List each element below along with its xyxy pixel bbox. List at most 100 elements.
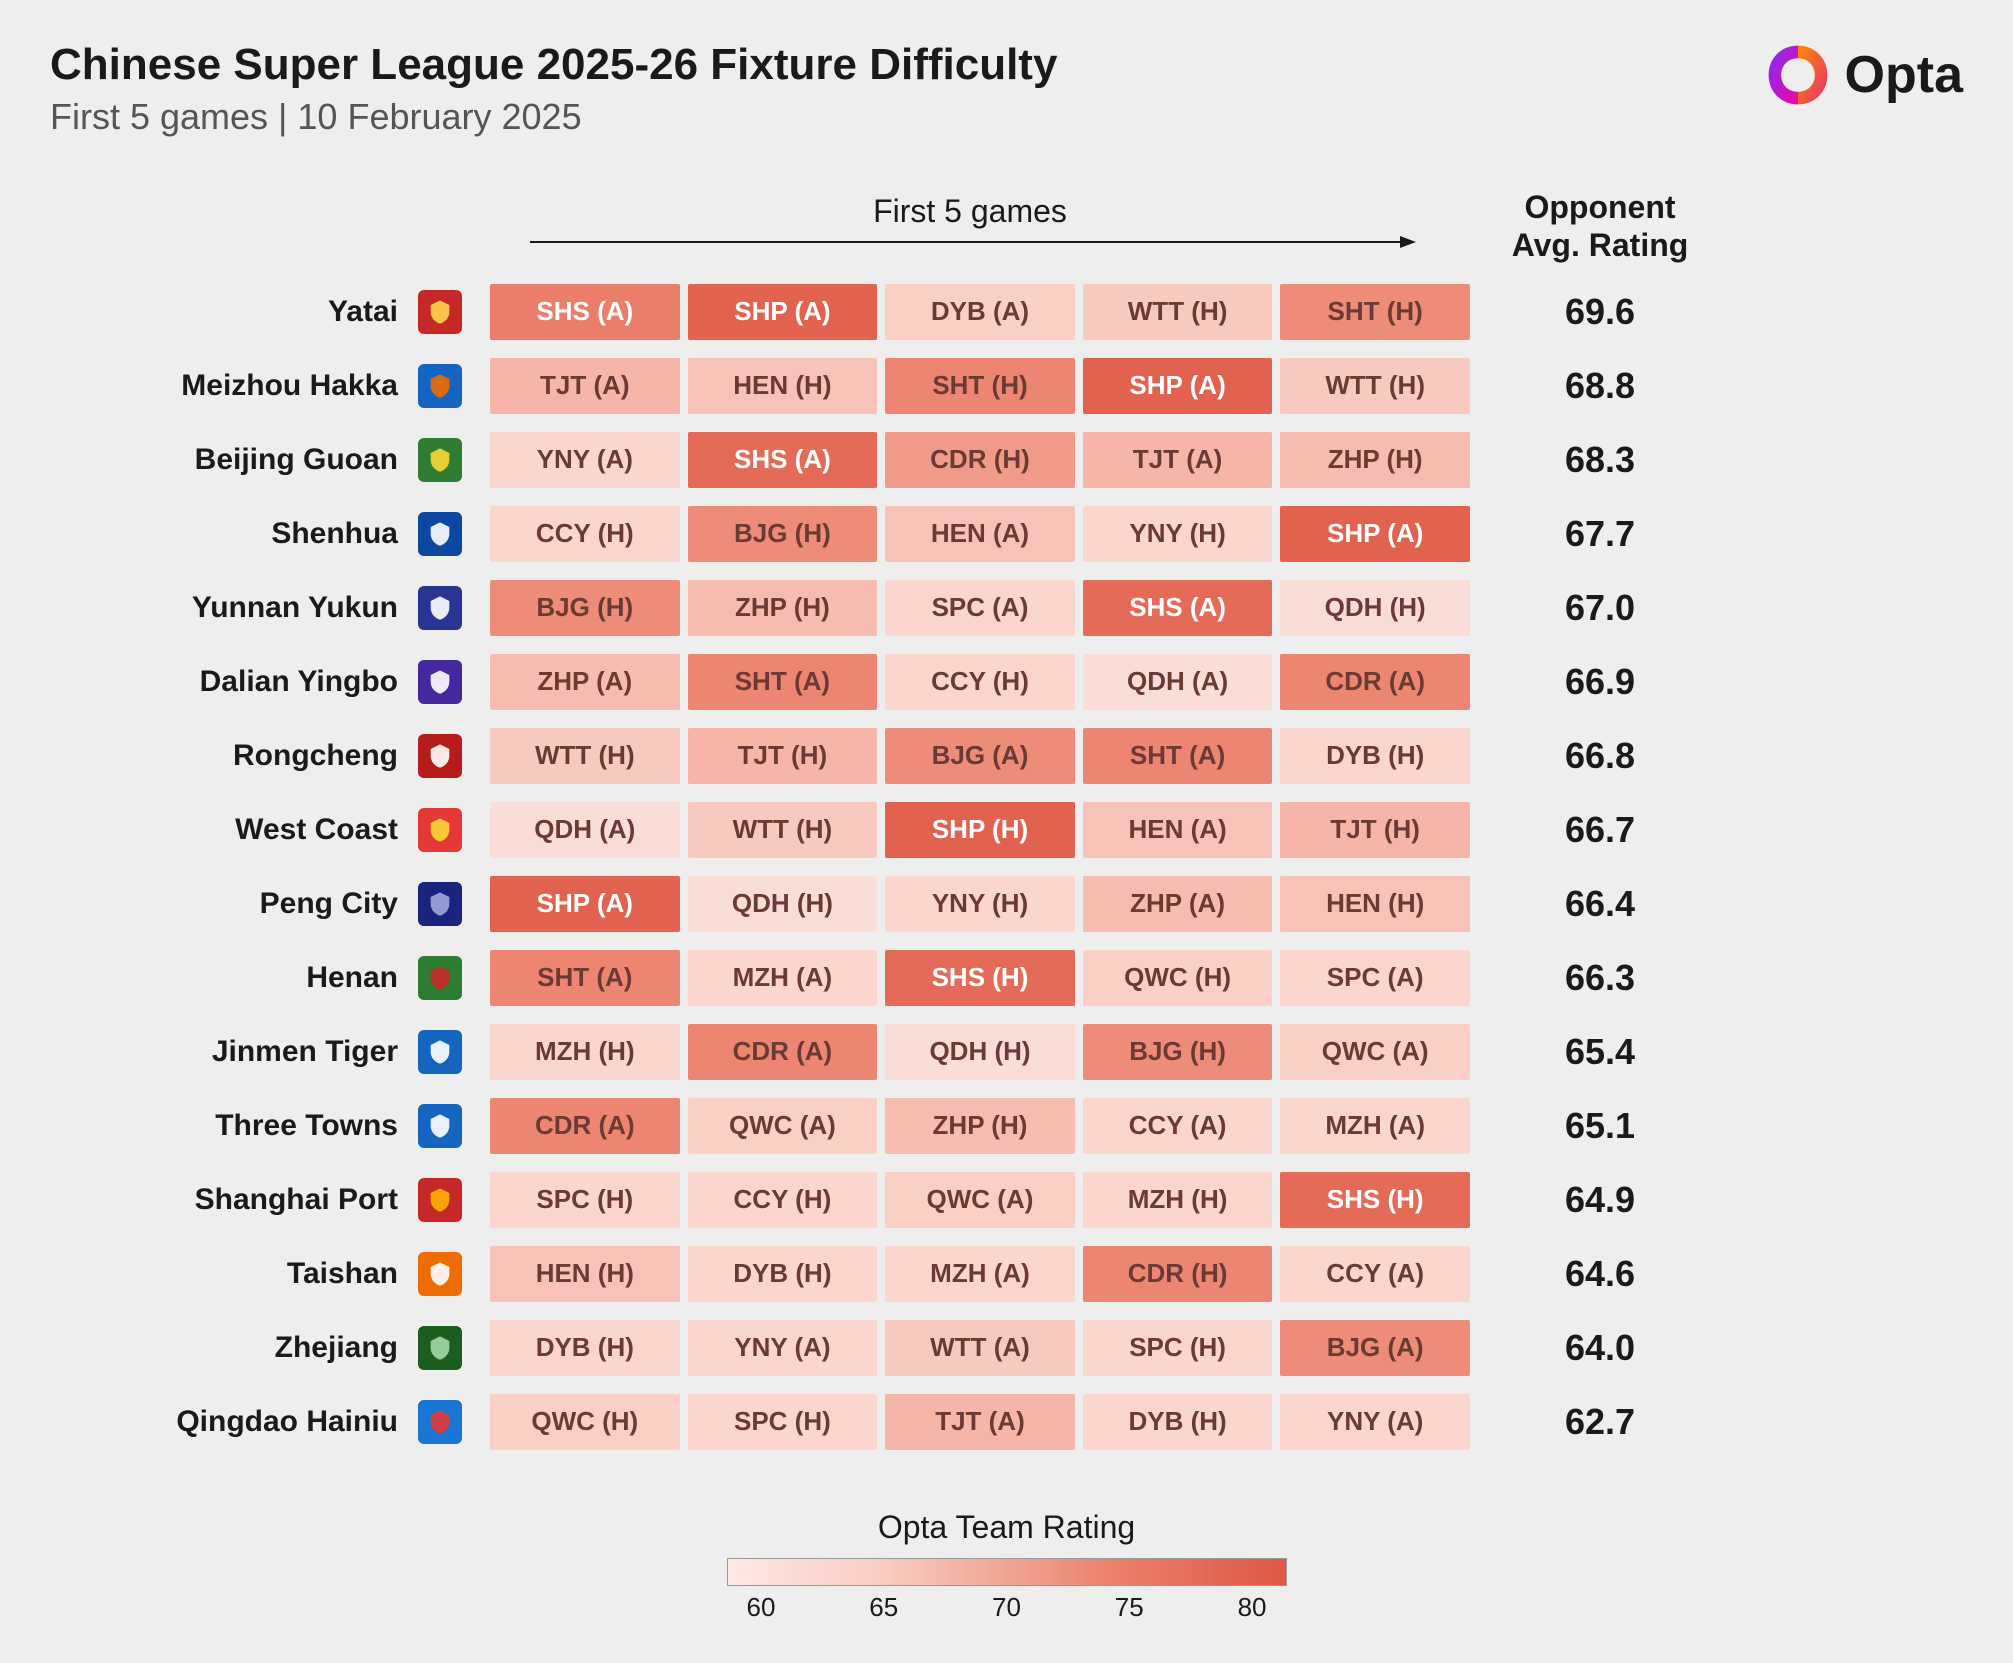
fixture-cell: MZH (H) xyxy=(1083,1172,1273,1228)
rating-header: Opponent Avg. Rating xyxy=(1470,188,1730,265)
fixture-cell: YNY (H) xyxy=(1083,506,1273,562)
fixture-cell: DYB (H) xyxy=(688,1246,878,1302)
opponent-avg-rating: 65.1 xyxy=(1470,1105,1730,1147)
team-name: Henan xyxy=(110,961,410,995)
legend-bar-wrap: 6065707580 xyxy=(727,1558,1287,1623)
fixture-cell: MZH (A) xyxy=(885,1246,1075,1302)
team-crest xyxy=(410,364,470,408)
team-name: Zhejiang xyxy=(110,1331,410,1365)
opponent-avg-rating: 66.3 xyxy=(1470,957,1730,999)
opponent-avg-rating: 65.4 xyxy=(1470,1031,1730,1073)
opponent-avg-rating: 66.4 xyxy=(1470,883,1730,925)
fixture-cell: BJG (H) xyxy=(688,506,878,562)
fixture-cell: QDH (H) xyxy=(1280,580,1470,636)
fixtures: CDR (A)QWC (A)ZHP (H)CCY (A)MZH (A) xyxy=(470,1098,1470,1154)
fixture-cell: BJG (A) xyxy=(1280,1320,1470,1376)
crest-icon xyxy=(418,512,462,556)
opponent-avg-rating: 66.7 xyxy=(1470,809,1730,851)
fixture-cell: CCY (H) xyxy=(885,654,1075,710)
fixture-cell: QDH (H) xyxy=(885,1024,1075,1080)
team-name: Taishan xyxy=(110,1257,410,1291)
opponent-avg-rating: 68.8 xyxy=(1470,365,1730,407)
opponent-avg-rating: 62.7 xyxy=(1470,1401,1730,1443)
opta-logo-text: Opta xyxy=(1845,45,1963,105)
fixture-cell: SHP (A) xyxy=(688,284,878,340)
team-crest xyxy=(410,1104,470,1148)
team-row: YataiSHS (A)SHP (A)DYB (A)WTT (H)SHT (H)… xyxy=(110,275,1903,349)
fixture-cell: SHT (A) xyxy=(1083,728,1273,784)
team-name: Meizhou Hakka xyxy=(110,369,410,403)
fixture-cell: SHP (A) xyxy=(1083,358,1273,414)
fixtures: YNY (A)SHS (A)CDR (H)TJT (A)ZHP (H) xyxy=(470,432,1470,488)
fixture-cell: DYB (H) xyxy=(1083,1394,1273,1450)
opponent-avg-rating: 68.3 xyxy=(1470,439,1730,481)
fixture-cell: SHS (H) xyxy=(885,950,1075,1006)
crest-icon xyxy=(418,956,462,1000)
team-name: Shenhua xyxy=(110,517,410,551)
team-crest xyxy=(410,882,470,926)
crest-icon xyxy=(418,1400,462,1444)
team-row: Yunnan YukunBJG (H)ZHP (H)SPC (A)SHS (A)… xyxy=(110,571,1903,645)
opponent-avg-rating: 67.0 xyxy=(1470,587,1730,629)
team-row: West CoastQDH (A)WTT (H)SHP (H)HEN (A)TJ… xyxy=(110,793,1903,867)
fixtures: HEN (H)DYB (H)MZH (A)CDR (H)CCY (A) xyxy=(470,1246,1470,1302)
fixture-cell: CDR (H) xyxy=(885,432,1075,488)
crest-icon xyxy=(418,1326,462,1370)
team-name: West Coast xyxy=(110,813,410,847)
fixture-cell: YNY (A) xyxy=(490,432,680,488)
fixture-cell: SHS (A) xyxy=(688,432,878,488)
team-crest xyxy=(410,290,470,334)
fixture-cell: YNY (A) xyxy=(1280,1394,1470,1450)
fixture-cell: SPC (H) xyxy=(1083,1320,1273,1376)
team-row: Shanghai PortSPC (H)CCY (H)QWC (A)MZH (H… xyxy=(110,1163,1903,1237)
fixture-cell: HEN (A) xyxy=(1083,802,1273,858)
team-row: Qingdao HainiuQWC (H)SPC (H)TJT (A)DYB (… xyxy=(110,1385,1903,1459)
team-row: Three TownsCDR (A)QWC (A)ZHP (H)CCY (A)M… xyxy=(110,1089,1903,1163)
fixture-cell: ZHP (A) xyxy=(490,654,680,710)
team-crest xyxy=(410,586,470,630)
team-crest xyxy=(410,808,470,852)
fixture-cell: HEN (H) xyxy=(490,1246,680,1302)
title-block: Chinese Super League 2025-26 Fixture Dif… xyxy=(50,40,1057,138)
team-crest xyxy=(410,660,470,704)
fixture-cell: TJT (A) xyxy=(885,1394,1075,1450)
crest-icon xyxy=(418,808,462,852)
fixtures: SPC (H)CCY (H)QWC (A)MZH (H)SHS (H) xyxy=(470,1172,1470,1228)
fixture-cell: WTT (H) xyxy=(490,728,680,784)
team-row: Peng CitySHP (A)QDH (H)YNY (H)ZHP (A)HEN… xyxy=(110,867,1903,941)
legend-tick: 80 xyxy=(1238,1592,1267,1623)
team-row: RongchengWTT (H)TJT (H)BJG (A)SHT (A)DYB… xyxy=(110,719,1903,793)
team-name: Qingdao Hainiu xyxy=(110,1405,410,1439)
team-row: Jinmen TigerMZH (H)CDR (A)QDH (H)BJG (H)… xyxy=(110,1015,1903,1089)
rating-header-line2: Avg. Rating xyxy=(1470,226,1730,264)
team-name: Yunnan Yukun xyxy=(110,591,410,625)
fixture-cell: SHS (H) xyxy=(1280,1172,1470,1228)
fixtures: MZH (H)CDR (A)QDH (H)BJG (H)QWC (A) xyxy=(470,1024,1470,1080)
fixture-cell: SHP (A) xyxy=(1280,506,1470,562)
fixture-cell: QWC (A) xyxy=(1280,1024,1470,1080)
fixture-cell: SHS (A) xyxy=(1083,580,1273,636)
opponent-avg-rating: 69.6 xyxy=(1470,291,1730,333)
fixture-cell: ZHP (A) xyxy=(1083,876,1273,932)
fixture-cell: WTT (A) xyxy=(885,1320,1075,1376)
team-row: Henan SHT (A)MZH (A)SHS (H)QWC (H)SPC (A)… xyxy=(110,941,1903,1015)
fixture-cell: SHS (A) xyxy=(490,284,680,340)
crest-icon xyxy=(418,660,462,704)
team-crest xyxy=(410,512,470,556)
opponent-avg-rating: 64.9 xyxy=(1470,1179,1730,1221)
crest-icon xyxy=(418,1252,462,1296)
crest-icon xyxy=(418,1178,462,1222)
page-subtitle: First 5 games | 10 February 2025 xyxy=(50,96,1057,138)
team-row: Meizhou Hakka TJT (A)HEN (H)SHT (H)SHP (A… xyxy=(110,349,1903,423)
fixtures: TJT (A)HEN (H)SHT (H)SHP (A)WTT (H) xyxy=(470,358,1470,414)
opponent-avg-rating: 66.9 xyxy=(1470,661,1730,703)
fixture-cell: SPC (H) xyxy=(688,1394,878,1450)
legend-title: Opta Team Rating xyxy=(110,1509,1903,1546)
legend-tick: 60 xyxy=(747,1592,776,1623)
legend-ticks: 6065707580 xyxy=(727,1592,1287,1623)
team-crest xyxy=(410,1030,470,1074)
fixture-cell: CDR (A) xyxy=(688,1024,878,1080)
fixtures: SHT (A)MZH (A)SHS (H)QWC (H)SPC (A) xyxy=(470,950,1470,1006)
legend-colorbar xyxy=(727,1558,1287,1586)
legend-tick: 70 xyxy=(992,1592,1021,1623)
